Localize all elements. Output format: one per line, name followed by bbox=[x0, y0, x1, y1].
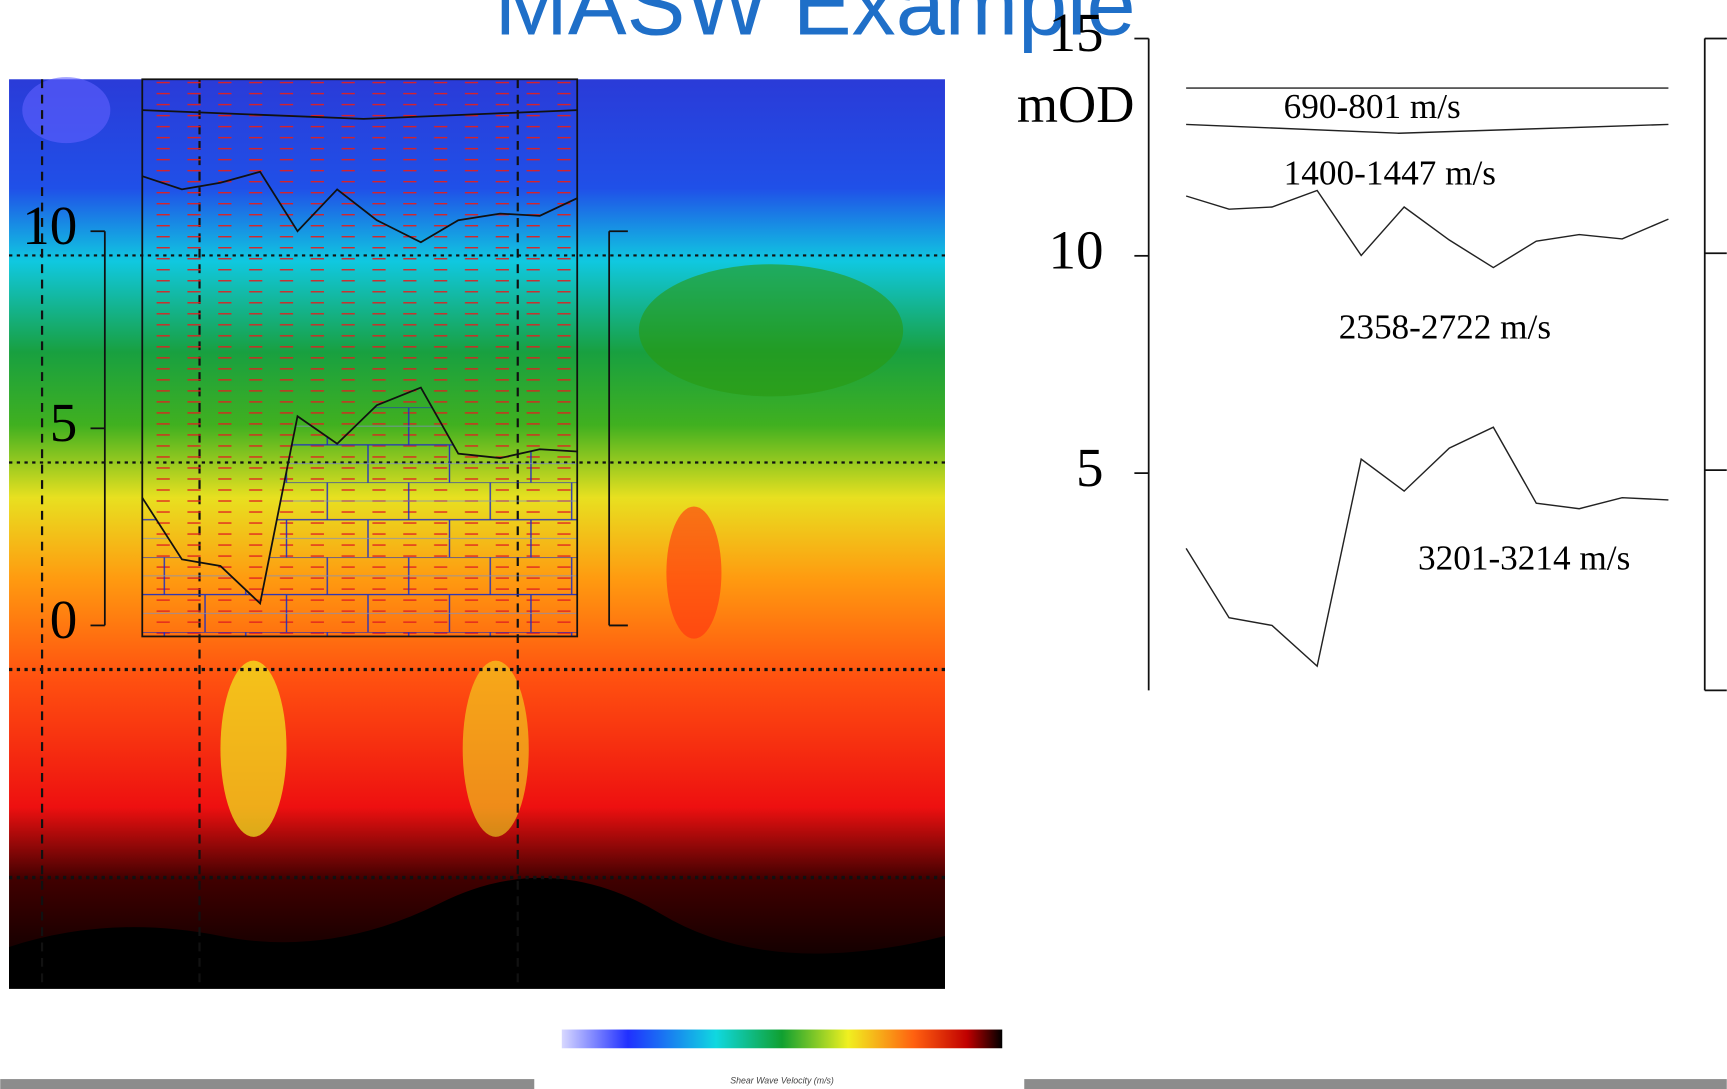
interpretation: mOD 690-801 m/s 1400-1447 m/s 2358-2722 … bbox=[1017, 2, 1727, 692]
colorbar-scale bbox=[561, 1029, 1003, 1049]
layer-label: 2358-2722 m/s bbox=[1339, 307, 1551, 346]
y-tick-label: 15 bbox=[1048, 2, 1103, 63]
slide-title: MASW Example bbox=[494, 0, 1135, 53]
layer-label: 3201-3214 m/s bbox=[1418, 539, 1630, 578]
velocity-section: 10 5 0 bbox=[9, 77, 945, 989]
y-axis: 10 5 0 bbox=[22, 195, 105, 650]
boundary bbox=[1185, 426, 1669, 668]
heat-blob bbox=[462, 660, 529, 837]
boundary bbox=[141, 386, 578, 606]
heat-blob bbox=[22, 77, 111, 144]
y-tick-label: 5 bbox=[1076, 437, 1104, 498]
boundary bbox=[141, 170, 578, 244]
log-box bbox=[141, 78, 579, 638]
heat-blob bbox=[9, 877, 945, 989]
footer-bar bbox=[0, 1079, 535, 1089]
boundary bbox=[1185, 189, 1669, 269]
footer-bar bbox=[1024, 1079, 1727, 1089]
y-tick-label: 0 bbox=[50, 589, 78, 650]
colorbar-label: Shear Wave Velocity (m/s) bbox=[730, 1076, 834, 1086]
heat-blob bbox=[666, 506, 722, 639]
boundary bbox=[142, 109, 578, 120]
layer-label: 690-801 m/s bbox=[1284, 87, 1461, 126]
boundary bbox=[1186, 123, 1669, 134]
y-tick-label: 10 bbox=[1048, 219, 1103, 280]
heat-blob bbox=[638, 264, 904, 397]
colorbar: Shear Wave Velocity (m/s) bbox=[561, 1029, 1003, 1086]
y-tick-label: 10 bbox=[22, 195, 77, 256]
boundaries bbox=[1185, 87, 1669, 668]
axis-unit: mOD bbox=[1017, 76, 1134, 134]
y-axis: 15 10 5 bbox=[1048, 2, 1149, 498]
y-tick-label: 5 bbox=[50, 392, 78, 453]
layer-label: 1400-1447 m/s bbox=[1284, 153, 1496, 192]
heat-blob bbox=[220, 660, 287, 837]
